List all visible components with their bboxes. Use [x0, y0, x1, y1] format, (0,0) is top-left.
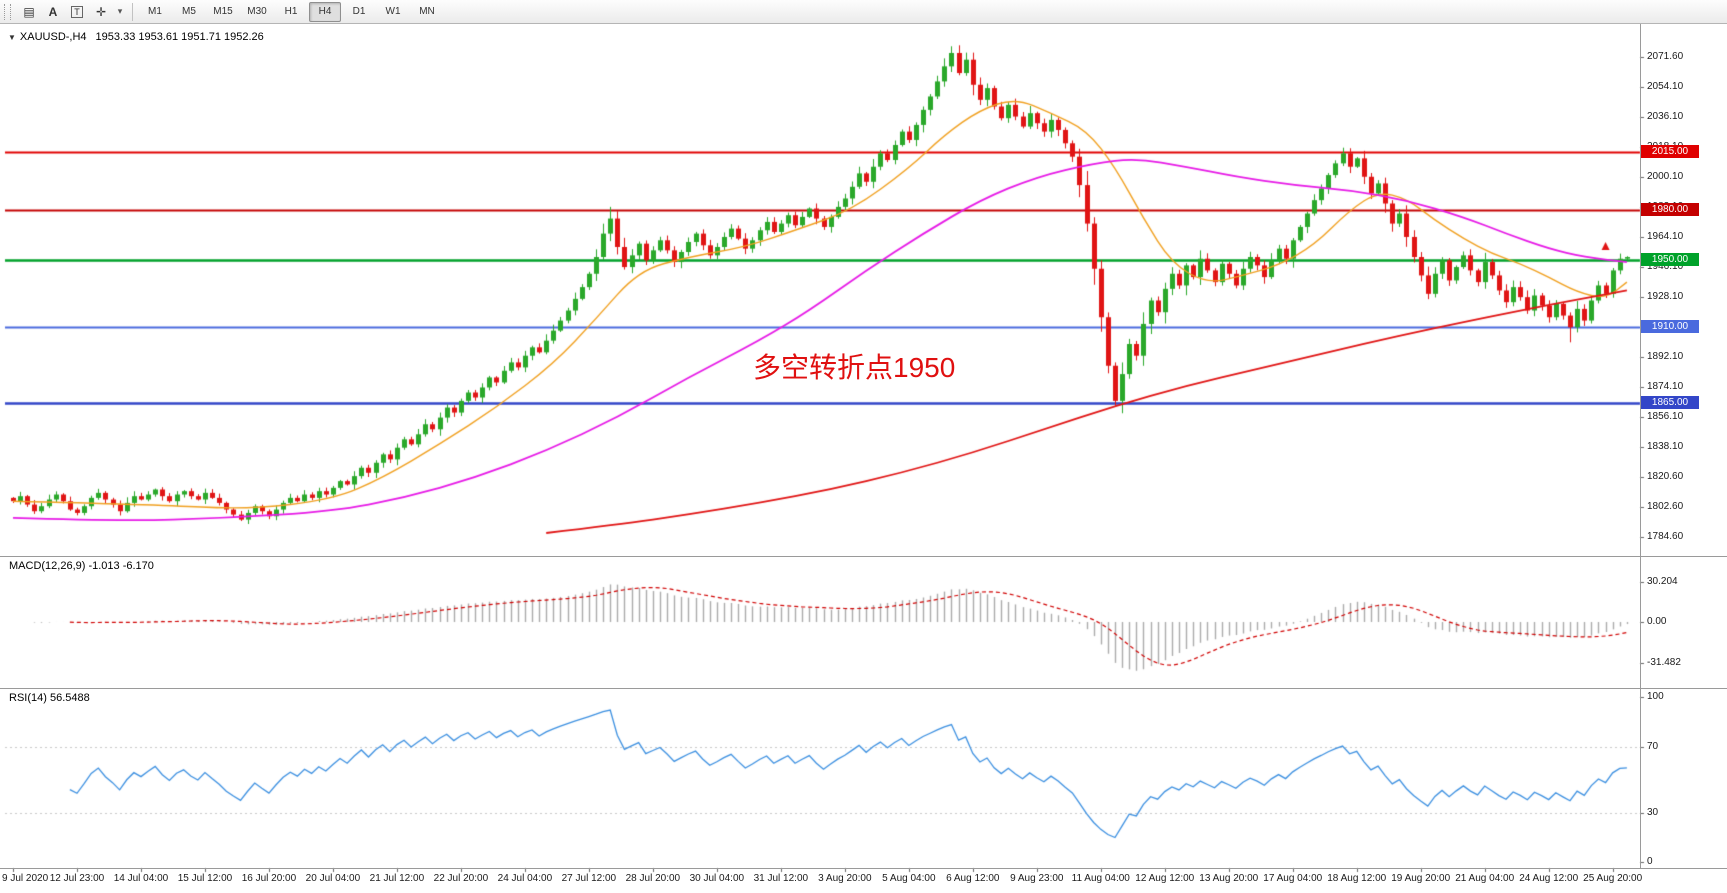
price-axis-label: 2071.60	[1647, 51, 1684, 62]
macd-indicator-label: MACD(12,26,9) -1.013 -6.170	[9, 560, 154, 572]
time-axis-label: 9 Aug 23:00	[1010, 873, 1064, 884]
rsi-axis-label: 0	[1647, 856, 1653, 867]
toolbar: ▤ A T ✛ ▾ M1 M5 M15 M30 H1 H4 D1 W1 MN	[0, 0, 1727, 24]
macd-axis-label: -31.482	[1647, 657, 1681, 669]
rsi-axis-label: 70	[1647, 740, 1659, 752]
time-axis-label: 25 Aug 20:00	[1583, 873, 1643, 884]
macd-axis-label: 0.00	[1647, 616, 1667, 627]
price-axis-label: 1820.60	[1647, 471, 1684, 482]
time-axis[interactable]: 9 Jul 2020 12 Jul 23:00 14 Jul 04:00 15 Jul…	[0, 869, 1727, 893]
autoscroll-button[interactable]: A	[48, 4, 58, 19]
crosshair-tool-button[interactable]: ✛	[95, 4, 107, 19]
timeframe-button-mn[interactable]: MN	[419, 6, 435, 17]
rsi-axis-label: 30	[1647, 806, 1659, 818]
time-axis-label: 12 Aug 12:00	[1135, 873, 1195, 884]
time-axis-label: 5 Aug 04:00	[882, 873, 936, 884]
price-axis-label: 1928.10	[1647, 291, 1684, 302]
chart-window-icon[interactable]: ▤	[23, 4, 35, 19]
time-axis-label: 3 Aug 20:00	[818, 873, 872, 884]
annotation-text[interactable]: 多空转折点1950	[753, 352, 956, 383]
time-axis-label: 28 Jul 20:00	[625, 873, 681, 884]
time-axis-label: 24 Aug 12:00	[1519, 873, 1579, 884]
price-axis-label: 2000.10	[1647, 171, 1684, 182]
price-axis-label: 1892.10	[1647, 351, 1684, 362]
time-axis-label: 18 Aug 12:00	[1327, 873, 1387, 884]
tool-button-group: ▤ A T ✛ ▾	[17, 1, 127, 23]
timeframe-button-h4[interactable]: H4	[309, 1, 341, 22]
price-level-tag[interactable]: 1950.00	[1641, 253, 1699, 267]
timeframe-button-m15[interactable]: M15	[213, 6, 233, 17]
time-axis-label: 20 Jul 04:00	[305, 873, 361, 884]
timeframe-button-m30[interactable]: M30	[247, 6, 267, 17]
tool-dropdown-caret[interactable]: ▾	[117, 6, 123, 16]
rsi-indicator-label: RSI(14) 56.5488	[9, 692, 90, 704]
time-axis-label: 15 Jul 12:00	[177, 873, 233, 884]
pane-divider-rsi[interactable]	[0, 688, 1727, 689]
timeframe-bar: M1 M5 M15 M30 H1 H4 D1 W1 MN	[138, 1, 444, 22]
price-axis-label: 1856.10	[1647, 411, 1684, 422]
price-axis-label: 1964.10	[1647, 231, 1684, 242]
time-axis-label: 12 Jul 23:00	[49, 873, 105, 884]
price-axis-border	[1640, 24, 1641, 869]
time-axis-border	[0, 868, 1727, 869]
time-axis-label: 13 Aug 20:00	[1199, 873, 1259, 884]
time-axis-label: 22 Jul 20:00	[433, 873, 489, 884]
macd-axis-label: 30.204	[1647, 576, 1678, 588]
time-axis-label: 27 Jul 12:00	[561, 873, 617, 884]
chart-title: ▼ XAUUSD-,H4 1953.33 1953.61 1951.71 1952.…	[8, 31, 264, 43]
time-axis-label: 17 Aug 04:00	[1263, 873, 1323, 884]
price-level-tag[interactable]: 1910.00	[1641, 320, 1699, 334]
price-level-tag[interactable]: 2015.00	[1641, 144, 1699, 158]
time-axis-label: 16 Jul 20:00	[241, 873, 297, 884]
chart-symbol-period: XAUUSD-,H4	[19, 31, 87, 43]
price-axis-label: 1784.60	[1647, 531, 1684, 542]
chart-ohlc-values: 1953.33 1953.61 1951.71 1952.26	[95, 31, 264, 43]
price-axis-label: 2054.10	[1647, 81, 1684, 92]
price-level-tag[interactable]: 1865.00	[1641, 395, 1699, 409]
timeframe-button-h1[interactable]: H1	[284, 6, 298, 17]
time-axis-label: 11 Aug 04:00	[1071, 873, 1130, 884]
time-axis-label: 19 Aug 20:00	[1391, 873, 1451, 884]
time-axis-label: 6 Aug 12:00	[946, 873, 1000, 884]
price-axis-label: 1838.10	[1647, 441, 1684, 452]
timeframe-button-m5[interactable]: M5	[182, 6, 196, 17]
time-axis-label: 14 Jul 04:00	[113, 873, 169, 884]
rsi-axis-label: 100	[1647, 691, 1664, 702]
price-axis-label: 1874.10	[1647, 381, 1684, 392]
price-axis-label: 2036.10	[1647, 111, 1684, 122]
price-axis[interactable]: 2071.602054.102036.102018.102000.101982.…	[1641, 24, 1727, 869]
toolbar-separator	[132, 2, 133, 21]
price-axis-label: 1802.60	[1647, 501, 1684, 512]
timeframe-button-w1[interactable]: W1	[385, 6, 401, 17]
timeframe-button-m1[interactable]: M1	[148, 6, 162, 17]
price-level-tag[interactable]: 1980.00	[1641, 203, 1699, 217]
chart-collapse-caret[interactable]: ▼	[8, 33, 16, 42]
text-tool-button[interactable]: T	[66, 1, 88, 23]
time-axis-label: 9 Jul 2020	[2, 873, 49, 884]
time-axis-label: 24 Jul 04:00	[497, 873, 553, 884]
time-axis-label: 31 Jul 12:00	[753, 873, 809, 884]
toolbar-drag-handle[interactable]	[4, 3, 11, 20]
timeframe-button-d1[interactable]: D1	[352, 6, 366, 17]
price-axis-label: 1946.10	[1647, 261, 1684, 272]
pane-divider-macd[interactable]	[0, 556, 1727, 557]
time-axis-label: 30 Jul 04:00	[689, 873, 745, 884]
time-axis-label: 21 Aug 04:00	[1455, 873, 1515, 884]
time-axis-label: 21 Jul 12:00	[369, 873, 425, 884]
